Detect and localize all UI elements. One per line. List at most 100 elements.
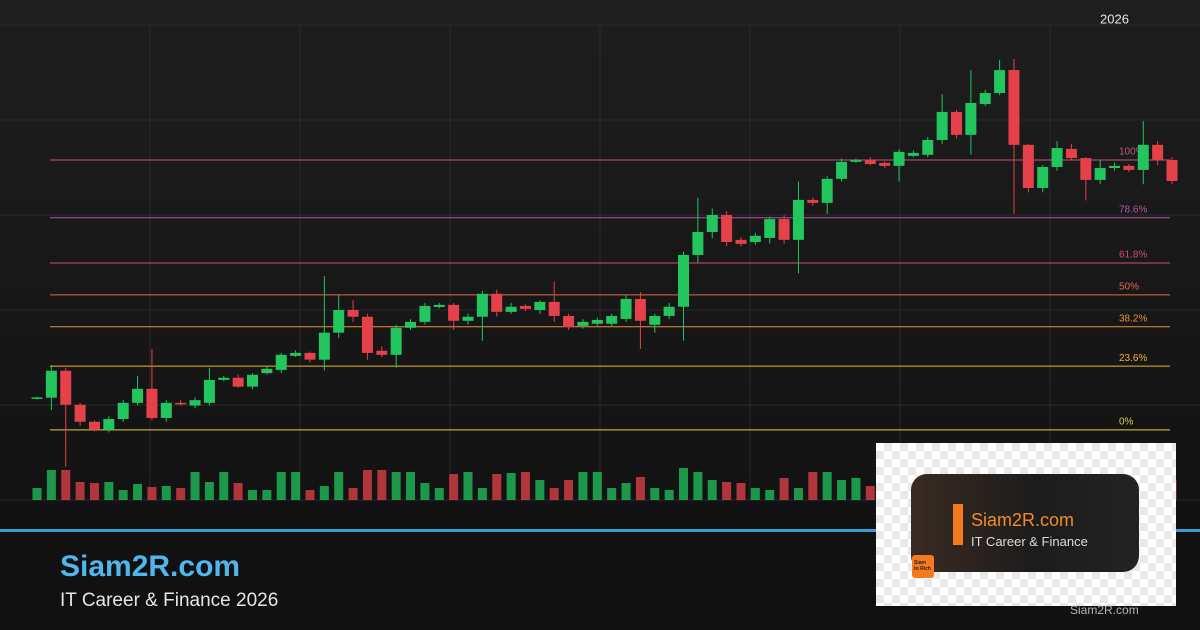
volume-bar — [477, 488, 487, 500]
volume-bar — [219, 472, 229, 500]
candle-body — [247, 374, 259, 387]
candle-body — [606, 315, 618, 324]
fib-label: 61.8% — [1119, 250, 1147, 261]
candle-body — [1080, 158, 1092, 180]
volume-bar — [549, 488, 559, 500]
candle-body — [433, 304, 445, 308]
candle-body — [764, 219, 776, 238]
fib-label: 100% — [1119, 147, 1145, 158]
volume-bar — [204, 482, 214, 500]
candle-body — [304, 352, 316, 360]
candle-body — [333, 310, 345, 333]
volume-bar — [75, 482, 85, 500]
volume-bar — [535, 480, 545, 500]
volume-bar — [406, 472, 416, 500]
candle-body — [117, 402, 129, 420]
candle-body — [836, 161, 848, 179]
candle-body — [864, 159, 876, 164]
candle-body — [721, 215, 733, 242]
candle-body — [979, 93, 991, 105]
candle-body — [965, 102, 977, 135]
volume-bar — [592, 472, 602, 500]
volume-bar — [291, 472, 301, 500]
candle-body — [505, 306, 517, 312]
volume-bar — [420, 483, 430, 500]
candle-body — [390, 327, 402, 355]
grid — [0, 24, 1200, 501]
candle-body — [146, 388, 158, 418]
candle-body — [548, 301, 560, 316]
volume-bar — [851, 478, 861, 500]
candle-body — [1152, 144, 1164, 160]
card-subtitle: IT Career & Finance — [971, 534, 1088, 549]
volume-bar — [621, 483, 631, 500]
volume-bar — [679, 468, 689, 500]
candle-body — [175, 402, 187, 405]
candle-body — [534, 301, 546, 310]
volume-bar — [779, 478, 789, 500]
candle-body — [203, 379, 215, 403]
volume-bar — [377, 470, 387, 500]
site-subtitle: IT Career & Finance 2026 — [60, 590, 279, 611]
candle-body — [749, 235, 761, 242]
candle-body — [821, 178, 833, 203]
candle-body — [290, 352, 302, 356]
volume-bar — [492, 474, 502, 500]
period-label: 2026 — [1100, 11, 1129, 26]
candle-body — [347, 310, 359, 317]
volume-bar — [32, 488, 42, 500]
volume-bar — [722, 482, 732, 500]
volume-bar — [520, 472, 530, 500]
candle-body — [189, 400, 201, 406]
candle-body — [318, 332, 330, 360]
volume-bar — [190, 472, 200, 500]
volume-bar — [564, 480, 574, 500]
candle-body — [1137, 144, 1149, 170]
fib-label: 78.6% — [1119, 204, 1147, 215]
candle-body — [591, 319, 603, 324]
candle-body — [261, 368, 273, 374]
volume-bar — [161, 486, 171, 500]
candle-body — [907, 152, 919, 156]
volume-bar — [248, 490, 258, 500]
volume-bar — [506, 473, 516, 500]
candle-body — [1051, 148, 1063, 167]
candle-body — [706, 215, 718, 233]
volume-bar — [348, 488, 358, 500]
logo-text: Siam — [914, 560, 926, 566]
candle-body — [1065, 148, 1077, 159]
candle-body — [160, 402, 172, 418]
candle-body — [950, 111, 962, 135]
volume-bar — [765, 490, 775, 500]
volume-bar — [837, 480, 847, 500]
candle-body — [462, 316, 474, 321]
candle-body — [232, 377, 244, 387]
logo: Siam to Rich — [912, 555, 934, 578]
volume-bar — [176, 488, 186, 500]
volume-bar — [693, 472, 703, 500]
volume-bar — [276, 472, 286, 500]
candle-body — [663, 306, 675, 316]
volume-bar — [262, 490, 272, 500]
series: 100% 78.6% 61.8% 50% 38.2% 23.6% 0% — [31, 59, 1178, 500]
candle-body — [692, 232, 704, 255]
volume-bar — [650, 488, 660, 500]
volume-bar — [750, 488, 760, 500]
candle-body — [45, 370, 57, 398]
candle-body — [448, 304, 460, 321]
volume-bar — [449, 474, 459, 500]
logo-bar — [953, 504, 963, 545]
candle-body — [620, 298, 632, 319]
volume-bar — [463, 472, 473, 500]
candle-body — [519, 305, 531, 309]
candle-body — [879, 162, 891, 166]
candle-body — [132, 388, 144, 403]
candle-body — [649, 315, 661, 325]
candle-body — [994, 70, 1006, 94]
candle-body — [807, 199, 819, 203]
logo-text: to Rich — [914, 566, 931, 572]
candle-body — [1166, 159, 1178, 181]
candle-body — [563, 315, 575, 328]
volume-bar — [707, 480, 717, 500]
